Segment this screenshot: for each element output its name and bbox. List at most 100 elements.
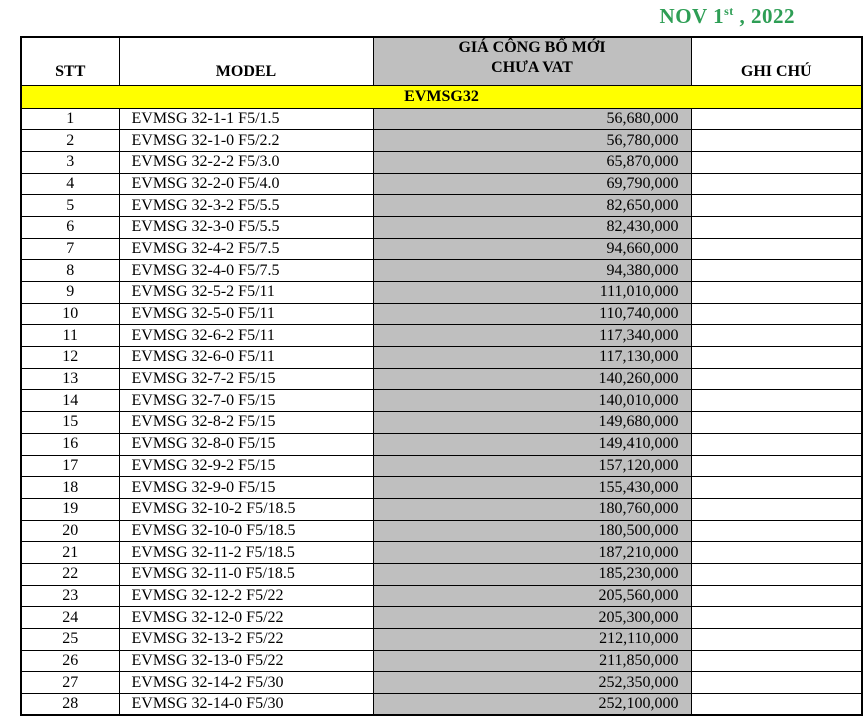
- note-cell: [690, 693, 863, 716]
- table-row: 7 EVMSG 32-4-2 F5/7.5 94,660,000: [20, 237, 863, 261]
- model-cell: EVMSG 32-6-0 F5/11: [118, 346, 374, 369]
- note-cell: [690, 389, 863, 413]
- price-cell: 110,740,000: [372, 302, 692, 326]
- table-row: 9 EVMSG 32-5-2 F5/11 111,010,000: [20, 281, 863, 304]
- stt-cell: 9: [20, 281, 120, 304]
- table-row: 3 EVMSG 32-2-2 F5/3.0 65,870,000: [20, 150, 863, 174]
- model-cell: EVMSG 32-10-2 F5/18.5: [118, 497, 374, 521]
- model-cell: EVMSG 32-7-0 F5/15: [118, 389, 374, 413]
- table-row: 5 EVMSG 32-3-2 F5/5.5 82,650,000: [20, 194, 863, 217]
- price-cell: 111,010,000: [372, 281, 692, 304]
- note-cell: [690, 194, 863, 217]
- stt-cell: 27: [20, 671, 120, 695]
- stt-cell: 15: [20, 411, 120, 434]
- table-row: 2 EVMSG 32-1-0 F5/2.2 56,780,000: [20, 129, 863, 152]
- stt-cell: 23: [20, 584, 120, 608]
- model-cell: EVMSG 32-11-2 F5/18.5: [118, 541, 374, 564]
- stt-cell: 8: [20, 259, 120, 282]
- stt-cell: 10: [20, 302, 120, 326]
- table-row: 25 EVMSG 32-13-2 F5/22 212,110,000: [20, 628, 863, 651]
- note-cell: [690, 454, 863, 478]
- stt-cell: 12: [20, 346, 120, 369]
- table-row: 20 EVMSG 32-10-0 F5/18.5 180,500,000: [20, 519, 863, 543]
- price-table-body: 1 EVMSG 32-1-1 F5/1.5 56,680,000 2 EVMSG…: [20, 107, 863, 716]
- col-header-model: MODEL: [118, 36, 374, 86]
- price-cell: 187,210,000: [372, 541, 692, 564]
- note-cell: [690, 411, 863, 434]
- table-row: 14 EVMSG 32-7-0 F5/15 140,010,000: [20, 389, 863, 413]
- model-cell: EVMSG 32-12-0 F5/22: [118, 606, 374, 629]
- price-cell: 94,660,000: [372, 237, 692, 261]
- price-cell: 65,870,000: [372, 150, 692, 174]
- stt-cell: 2: [20, 129, 120, 152]
- note-cell: [690, 432, 863, 456]
- price-cell: 56,680,000: [372, 107, 692, 131]
- note-cell: [690, 215, 863, 239]
- note-cell: [690, 476, 863, 499]
- group-label: EVMSG32: [20, 84, 863, 109]
- header-row: STT MODEL GIÁ CÔNG BỐ MỚI CHƯA VAT GHI C…: [20, 36, 863, 86]
- model-cell: EVMSG 32-1-0 F5/2.2: [118, 129, 374, 152]
- note-cell: [690, 150, 863, 174]
- model-cell: EVMSG 32-5-2 F5/11: [118, 281, 374, 304]
- note-cell: [690, 346, 863, 369]
- note-cell: [690, 324, 863, 348]
- model-cell: EVMSG 32-2-2 F5/3.0: [118, 150, 374, 174]
- table-row: 21 EVMSG 32-11-2 F5/18.5 187,210,000: [20, 541, 863, 564]
- price-cell: 205,300,000: [372, 606, 692, 629]
- price-cell: 82,430,000: [372, 215, 692, 239]
- price-cell: 211,850,000: [372, 649, 692, 673]
- table-row: 24 EVMSG 32-12-0 F5/22 205,300,000: [20, 606, 863, 629]
- table-row: 13 EVMSG 32-7-2 F5/15 140,260,000: [20, 367, 863, 391]
- col-header-note: GHI CHÚ: [690, 36, 863, 86]
- note-cell: [690, 519, 863, 543]
- note-cell: [690, 172, 863, 196]
- stt-cell: 5: [20, 194, 120, 217]
- table-row: 1 EVMSG 32-1-1 F5/1.5 56,680,000: [20, 107, 863, 131]
- model-cell: EVMSG 32-7-2 F5/15: [118, 367, 374, 391]
- stt-cell: 24: [20, 606, 120, 629]
- table-row: 8 EVMSG 32-4-0 F5/7.5 94,380,000: [20, 259, 863, 282]
- price-cell: 69,790,000: [372, 172, 692, 196]
- stt-cell: 17: [20, 454, 120, 478]
- stt-cell: 1: [20, 107, 120, 131]
- table-row: 15 EVMSG 32-8-2 F5/15 149,680,000: [20, 411, 863, 434]
- price-cell: 252,100,000: [372, 693, 692, 716]
- note-cell: [690, 606, 863, 629]
- note-cell: [690, 302, 863, 326]
- note-cell: [690, 129, 863, 152]
- model-cell: EVMSG 32-3-2 F5/5.5: [118, 194, 374, 217]
- note-cell: [690, 497, 863, 521]
- note-cell: [690, 259, 863, 282]
- stt-cell: 3: [20, 150, 120, 174]
- col-header-stt: STT: [20, 36, 120, 86]
- price-table: STT MODEL GIÁ CÔNG BỐ MỚI CHƯA VAT GHI C…: [20, 36, 863, 717]
- table-row: 17 EVMSG 32-9-2 F5/15 157,120,000: [20, 454, 863, 478]
- stt-cell: 28: [20, 693, 120, 716]
- stt-cell: 21: [20, 541, 120, 564]
- price-cell: 149,410,000: [372, 432, 692, 456]
- table-row: 18 EVMSG 32-9-0 F5/15 155,430,000: [20, 476, 863, 499]
- col-header-price-line1: GIÁ CÔNG BỐ MỚI: [458, 39, 606, 57]
- model-cell: EVMSG 32-14-2 F5/30: [118, 671, 374, 695]
- note-cell: [690, 541, 863, 564]
- price-cell: 252,350,000: [372, 671, 692, 695]
- date-heading: NOV 1st , 2022: [660, 4, 795, 29]
- stt-cell: 14: [20, 389, 120, 413]
- note-cell: [690, 107, 863, 131]
- model-cell: EVMSG 32-12-2 F5/22: [118, 584, 374, 608]
- model-cell: EVMSG 32-8-0 F5/15: [118, 432, 374, 456]
- group-banner-row: EVMSG32: [20, 84, 863, 109]
- note-cell: [690, 584, 863, 608]
- stt-cell: 22: [20, 562, 120, 586]
- table-row: 19 EVMSG 32-10-2 F5/18.5 180,760,000: [20, 497, 863, 521]
- model-cell: EVMSG 32-11-0 F5/18.5: [118, 562, 374, 586]
- table-row: 6 EVMSG 32-3-0 F5/5.5 82,430,000: [20, 215, 863, 239]
- price-cell: 180,500,000: [372, 519, 692, 543]
- date-prefix: NOV 1: [659, 4, 725, 28]
- price-cell: 185,230,000: [372, 562, 692, 586]
- stt-cell: 13: [20, 367, 120, 391]
- model-cell: EVMSG 32-13-0 F5/22: [118, 649, 374, 673]
- stt-cell: 25: [20, 628, 120, 651]
- note-cell: [690, 281, 863, 304]
